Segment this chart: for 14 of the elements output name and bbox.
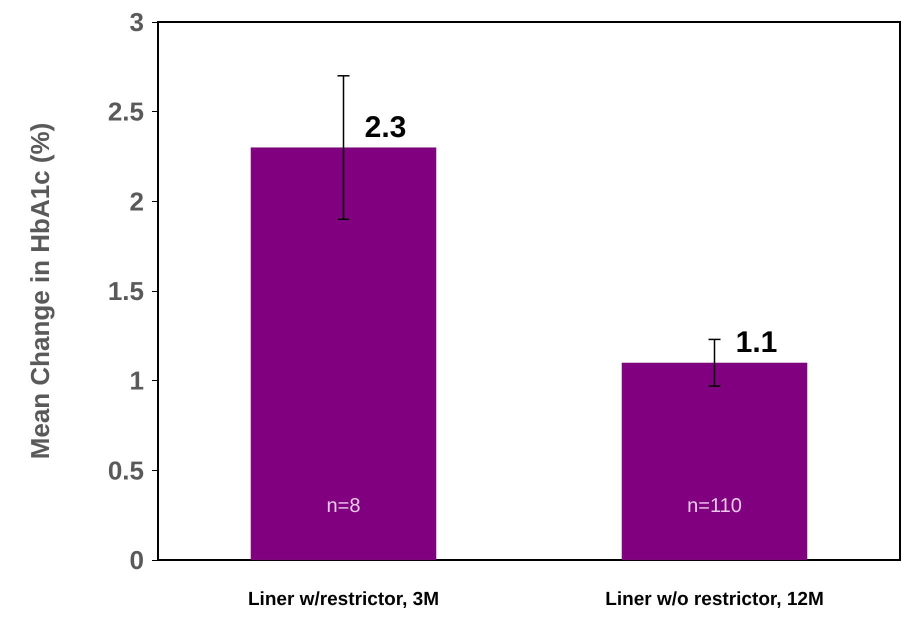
x-tick-label: Liner w/restrictor, 3M (248, 589, 440, 610)
annotation: n=110 (687, 495, 742, 518)
data-label: 1.1 (736, 326, 778, 360)
y-tick-label: 1 (130, 366, 144, 396)
annotation: n=8 (326, 495, 360, 518)
x-tick-label: Liner w/o restrictor, 12M (605, 589, 824, 610)
y-tick-label: 3 (130, 7, 144, 37)
y-tick-label: 2 (130, 186, 144, 216)
y-tick-label: 2.5 (108, 96, 144, 127)
data-label: 2.3 (364, 111, 406, 144)
y-tick-label: 1.5 (108, 276, 144, 306)
y-tick-label: 0.5 (108, 455, 144, 486)
y-tick-label: 0 (130, 545, 144, 575)
y-axis-title: Mean Change in HbA1c (%) (25, 122, 55, 460)
